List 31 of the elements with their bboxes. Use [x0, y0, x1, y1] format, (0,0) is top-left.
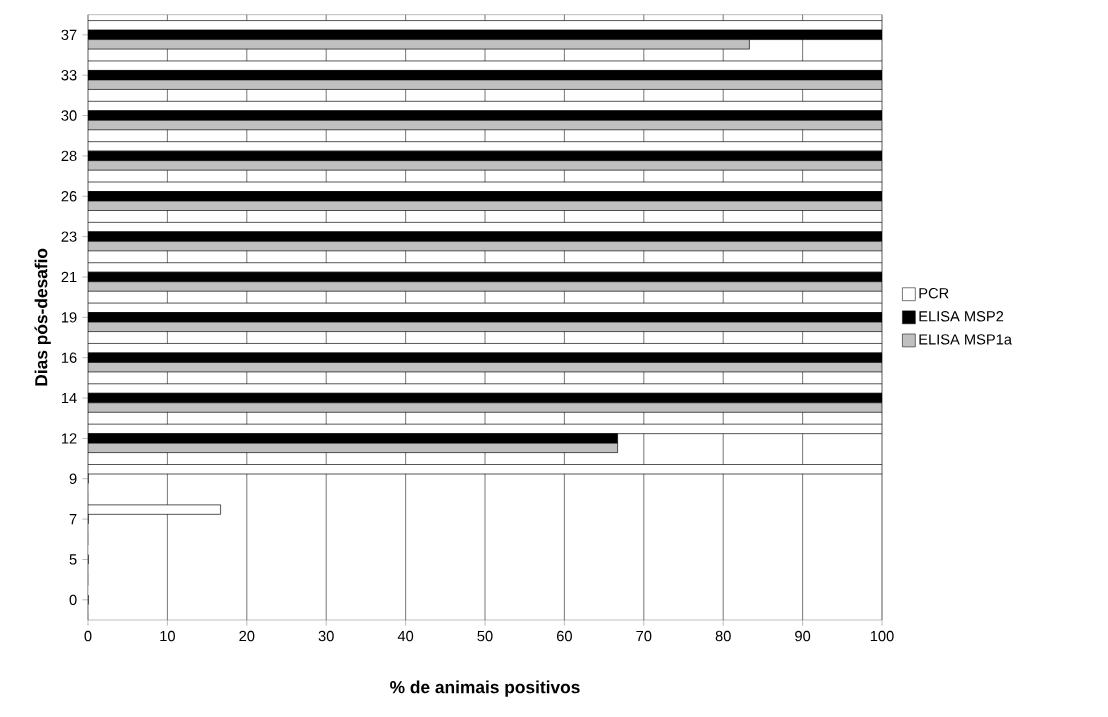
- x-tick-label: 30: [318, 630, 334, 642]
- y-tick-label: 23: [61, 231, 77, 242]
- y-tick-label: 5: [69, 554, 77, 565]
- y-axis-title: Dias pós-desafio: [34, 248, 51, 386]
- y-tick-label: 37: [61, 29, 77, 40]
- legend-label: ELISA MSP2: [919, 310, 1004, 322]
- x-tick-label: 0: [84, 630, 92, 642]
- legend-label: ELISA MSP1a: [919, 334, 1012, 345]
- y-tick-label: 0: [69, 594, 77, 605]
- y-tick-label: 28: [61, 150, 77, 161]
- y-tick-label: 7: [69, 513, 77, 524]
- y-tick-label: 19: [61, 311, 77, 323]
- y-tick-label: 12: [61, 433, 77, 444]
- y-tick-label: 30: [61, 110, 77, 121]
- y-tick-label: 16: [61, 352, 77, 363]
- x-axis-title: % de animais positivos: [390, 680, 580, 697]
- y-tick-label: 33: [61, 69, 77, 81]
- y-tick-label: 21: [61, 271, 77, 282]
- y-tick-label: 26: [61, 190, 77, 202]
- y-tick-label: 14: [61, 392, 77, 403]
- y-tick-label: 9: [69, 473, 77, 484]
- legend-label: PCR: [919, 287, 949, 299]
- x-tick-label: 60: [557, 630, 572, 642]
- x-tick-label: 20: [239, 630, 255, 642]
- x-tick-label: 40: [397, 630, 414, 642]
- x-tick-label: 90: [795, 630, 811, 642]
- x-tick-label: 10: [160, 630, 175, 642]
- x-tick-label: 70: [636, 630, 652, 642]
- x-tick-label: 80: [715, 630, 731, 642]
- x-tick-label: 100: [870, 630, 894, 642]
- x-tick-label: 50: [477, 630, 493, 642]
